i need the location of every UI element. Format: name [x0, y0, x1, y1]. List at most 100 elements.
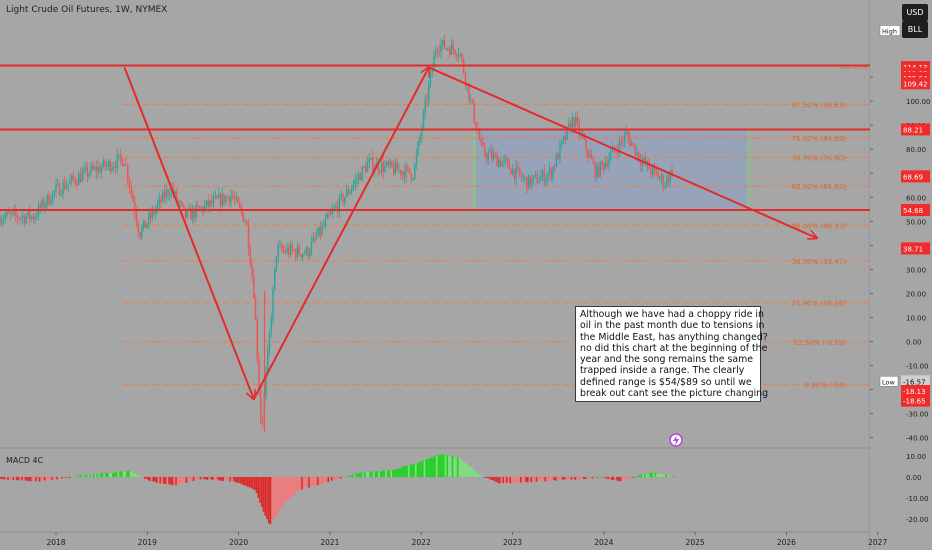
candle-body: [190, 208, 192, 220]
candle-body: [660, 175, 663, 179]
macd-bar: [271, 477, 274, 522]
macd-bar: [236, 477, 239, 483]
unit-button[interactable]: BLL: [902, 21, 928, 38]
macd-bar: [651, 472, 653, 477]
candle-body: [303, 253, 306, 255]
candle-body: [174, 191, 176, 195]
candle-body: [162, 191, 164, 203]
macd-bar: [549, 477, 552, 481]
macd-bar: [337, 477, 340, 479]
macd-bar: [320, 477, 323, 485]
macd-bar: [539, 477, 541, 481]
candle-body: [302, 253, 304, 258]
candle-body: [361, 166, 363, 181]
macd-bar: [49, 477, 51, 480]
candle-body: [533, 175, 535, 179]
macd-bar: [383, 470, 386, 477]
macd-bar: [642, 474, 645, 477]
macd-axis-tick: 0.00: [906, 474, 922, 482]
macd-bar: [201, 477, 204, 480]
candle-body: [0, 216, 1, 224]
candle-body: [587, 150, 589, 158]
macd-bar: [232, 477, 235, 482]
candle-body: [260, 390, 262, 422]
candle-body: [312, 237, 314, 242]
candle-body: [513, 169, 516, 179]
macd-bar: [50, 477, 53, 480]
candle-body: [338, 196, 341, 213]
candle-body: [195, 204, 197, 218]
chart-title: Light Crude Oil Futures, 1W, NYMEX: [6, 5, 168, 15]
macd-bar: [399, 468, 401, 477]
macd-bar: [378, 471, 380, 477]
candle-body: [22, 215, 24, 218]
macd-bar: [371, 471, 373, 477]
candle-body: [204, 205, 206, 212]
candle-body: [170, 188, 173, 194]
candle-body: [445, 48, 447, 50]
candle-body: [23, 215, 26, 223]
macd-bar: [582, 477, 585, 479]
macd-axis-tick: 10.00: [906, 453, 926, 461]
candle-body: [184, 207, 187, 218]
macd-bar: [210, 477, 212, 480]
candle-body: [585, 139, 587, 151]
candle-body: [611, 146, 614, 152]
candle-body: [548, 169, 551, 175]
candle-body: [125, 164, 127, 166]
last-price-tag: 68.69: [903, 173, 923, 181]
macd-bar: [626, 477, 629, 479]
candle-body: [310, 241, 313, 253]
macd-bar: [59, 477, 62, 479]
currency-button[interactable]: USD: [902, 4, 928, 21]
macd-bar: [416, 463, 419, 477]
candle-body: [254, 297, 257, 321]
macd-bar: [336, 477, 338, 480]
candle-body: [200, 207, 202, 209]
macd-bar: [393, 469, 396, 477]
candle-body: [281, 245, 283, 250]
macd-bar: [124, 471, 127, 477]
candle-body: [48, 194, 50, 205]
macd-bar: [292, 477, 295, 496]
macd-bar: [442, 454, 445, 477]
macd-bar: [362, 473, 365, 477]
macd-bar: [460, 459, 463, 477]
macd-bar: [147, 477, 149, 481]
candle-body: [529, 175, 531, 186]
macd-bar: [544, 477, 547, 482]
candle-body: [151, 210, 153, 218]
candle-body: [508, 160, 510, 170]
macd-bar: [42, 477, 44, 481]
candle-body: [494, 154, 496, 156]
macd-bar: [465, 463, 468, 477]
candle-body: [142, 220, 145, 229]
candle-body: [643, 158, 645, 161]
fib-level-label: 38.00% (33.47): [792, 258, 847, 266]
macd-bar: [197, 477, 200, 480]
candle-body: [557, 153, 559, 160]
candle-body: [475, 121, 477, 130]
macd-bar: [500, 477, 503, 483]
macd-bar: [243, 477, 246, 486]
candle-body: [629, 137, 631, 146]
candle-body: [326, 214, 328, 219]
macd-bar: [91, 474, 93, 477]
candle-body: [538, 181, 540, 184]
candle-body: [288, 248, 290, 255]
macd-bar: [610, 477, 613, 480]
candle-body: [515, 166, 517, 179]
candle-body: [597, 165, 600, 178]
macd-bar: [588, 477, 590, 479]
macd-bar: [22, 477, 25, 480]
macd-bar: [449, 456, 452, 477]
candle-body: [272, 289, 274, 320]
candle-body: [274, 267, 276, 290]
low-price-tag-bg: [901, 394, 930, 407]
candle-body: [356, 179, 358, 181]
candle-body: [321, 225, 323, 235]
macd-bar: [505, 477, 508, 483]
macd-bar: [253, 477, 256, 491]
price-axis-tick: 0.00: [906, 338, 922, 346]
